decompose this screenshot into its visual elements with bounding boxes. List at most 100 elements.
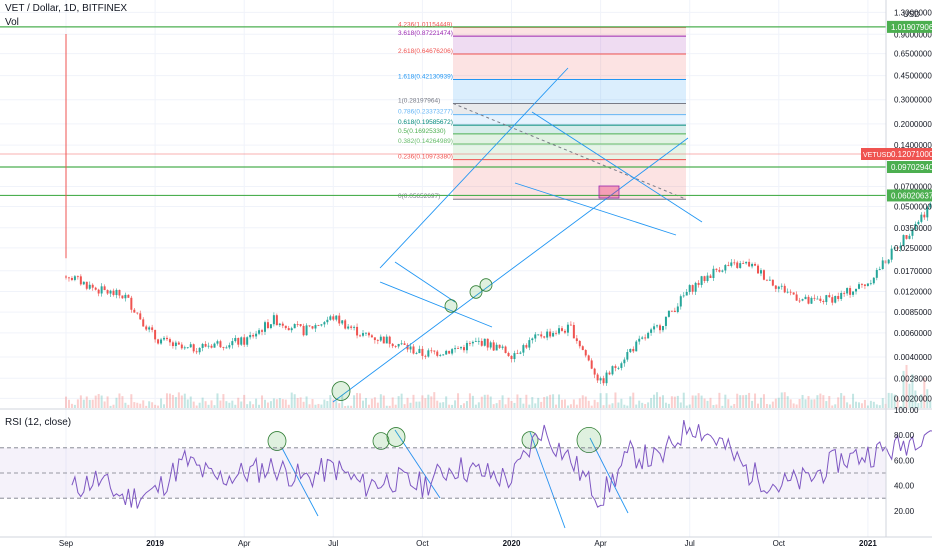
candle-body [237,337,240,345]
fibonacci-extension[interactable]: 4.236(1.01154449) 3.618(0.87221474) 2.618(… [398,21,687,200]
candle-body [97,289,100,294]
volume-bar [623,404,626,408]
candle-body [560,328,563,331]
rsi-highlight-circle [386,427,406,447]
candle-body [807,296,810,304]
candle-body [890,248,893,260]
candle-body [869,283,872,285]
volume-bar [792,403,795,408]
candle-body [596,374,599,381]
volume-bar [314,404,317,408]
candle-body [160,339,163,344]
volume-bar [198,402,201,408]
volume-bar [219,400,222,408]
volume-bar [840,393,843,408]
volume-bar [638,400,641,408]
volume-bar [780,392,783,408]
trendline-wedge-upper [531,111,703,223]
candle-body [255,333,258,337]
volume-bar [757,403,760,408]
fib-zone [453,133,686,145]
candle-body [216,341,219,344]
candle-body [602,378,605,384]
target-box [598,185,620,199]
candle-body [798,300,801,302]
rsi-highlight-circle [372,432,390,450]
candle-body [599,378,602,381]
fib-level-label: 1.618(0.42130939) [398,74,453,81]
volume-bar [626,405,629,408]
volume-bar [759,397,762,408]
rsi-tick-label: 40.00 [894,482,915,491]
volume-bar [293,394,296,408]
volume-bar [736,393,739,408]
volume-bar [807,396,810,408]
rsi-highlight-circle [576,426,602,453]
candle-body [136,312,139,314]
candle-body [121,295,124,299]
horizontal-lines[interactable] [0,26,886,197]
volume-bar [489,396,492,408]
volume-bar [647,402,650,408]
time-tick-label: Apr [594,539,607,548]
volume-bar [739,395,742,408]
candle-body [269,324,272,329]
volume-bar [347,405,350,408]
candle-body [350,326,353,328]
fib-level-label: 0.618(0.19585672) [398,119,453,126]
volume-bar [664,402,667,408]
volume-bar [528,404,531,408]
volume-bar [611,403,614,408]
volume-bar [403,404,406,408]
candle-body [534,334,537,339]
candle-body [578,341,581,347]
volume-bar [653,394,656,408]
volume-bar [546,396,549,408]
price-badge [887,189,932,202]
candle-body [641,337,644,339]
candle-body [843,292,846,294]
volume-bar [109,405,112,408]
candle-body [421,348,424,356]
trendline-drawings[interactable] [267,67,703,529]
candle-body [263,322,266,332]
volume-bar [510,401,513,408]
highlight-circle [331,381,351,401]
candle-body [204,343,207,347]
candle-body [587,355,590,361]
price-badge-label: 0.09702940 [891,163,932,172]
volume-bar [771,401,774,408]
volume-bar [445,396,448,408]
fib-zone [453,79,686,104]
candle-body [911,229,914,236]
candle-body [228,345,231,348]
volume-bar [341,395,344,408]
time-tick-label: 2021 [859,539,877,548]
candle-body [275,315,278,326]
volume-bar [519,397,522,408]
volume-bar [454,400,457,408]
volume-bar [691,395,694,408]
candle-body [489,342,492,348]
candle-body [370,335,373,338]
volume-bar [572,399,575,408]
candle-body [73,276,76,280]
volume-bar [103,401,106,408]
candle-body [617,367,620,369]
candle-body [552,332,555,337]
candle-body [148,327,151,330]
candle-body [765,279,768,281]
volume-bar [783,392,786,408]
price-tick-label: 0.00200000 [894,394,932,403]
candle-body [881,260,884,270]
candle-body [679,296,682,307]
candle-body [186,347,189,349]
candle-body [831,297,834,303]
candle-body [189,344,192,348]
candle-body [685,291,688,296]
candle-body [364,332,367,334]
candle-body [85,281,88,289]
volume-bar [492,404,495,408]
